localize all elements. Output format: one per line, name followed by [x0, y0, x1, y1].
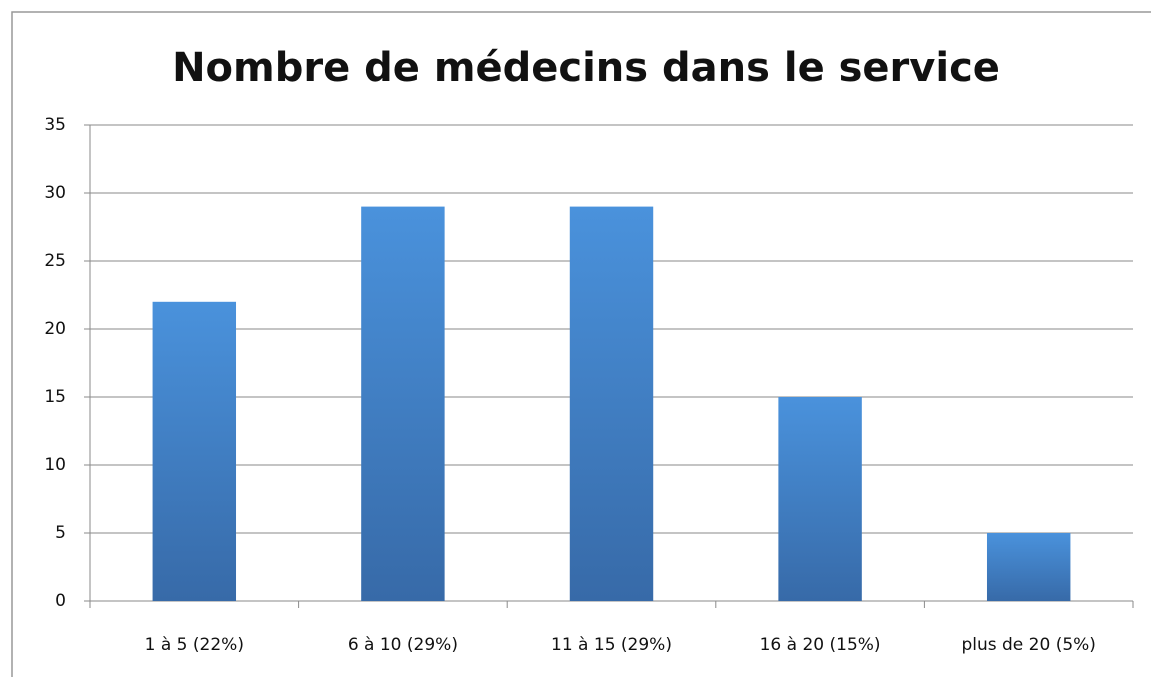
bar — [361, 206, 445, 601]
y-tick-label: 30 — [44, 183, 66, 203]
x-tick-label: 16 à 20 (15%) — [760, 635, 881, 655]
y-tick-label: 15 — [44, 387, 66, 407]
bar — [778, 397, 862, 601]
bar — [986, 533, 1071, 601]
x-tick-label: 11 à 15 (29%) — [551, 635, 672, 655]
y-tick-label: 5 — [55, 523, 66, 543]
y-tick-label: 25 — [44, 251, 66, 271]
y-tick-label: 10 — [44, 455, 66, 475]
x-tick-label: 6 à 10 (29%) — [348, 635, 458, 655]
y-tick-label: 35 — [44, 115, 66, 135]
bar — [569, 206, 654, 601]
x-tick-label: plus de 20 (5%) — [961, 635, 1095, 655]
chart-title: Nombre de médecins dans le service — [172, 45, 1000, 91]
x-tick-label: 1 à 5 (22%) — [145, 635, 244, 655]
y-tick-label: 0 — [55, 591, 66, 611]
bar — [152, 301, 237, 601]
y-tick-label: 20 — [44, 319, 66, 339]
